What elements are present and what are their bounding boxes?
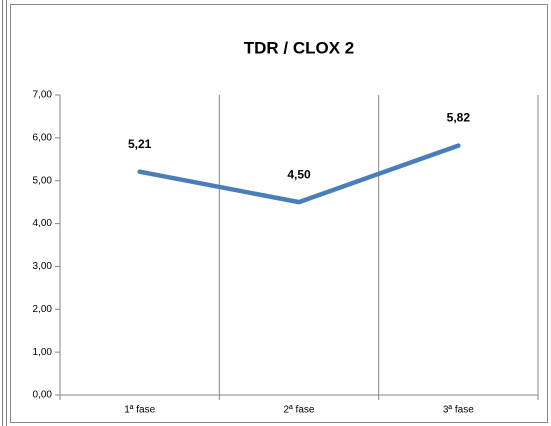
y-tick-label: 3,00 [33,261,53,272]
y-tick-label: 4,00 [33,218,53,229]
data-label: 4,50 [287,167,311,181]
y-tick-label: 7,00 [33,90,53,101]
line-series [137,143,461,205]
data-label: 5,21 [128,137,152,151]
x-tick-label: 2ª fase [284,405,315,416]
chart-title: TDR / CLOX 2 [244,38,355,57]
y-tick-label: 2,00 [33,304,53,315]
y-tick-label: 5,00 [33,175,53,186]
y-tick-label: 6,00 [33,132,53,143]
y-tick-label: 1,00 [33,347,53,358]
chart-border [10,4,548,423]
x-tick-label: 1ª fase [124,405,155,416]
x-tick-label: 3ª fase [443,405,474,416]
y-tick-label: 0,00 [33,390,53,401]
data-label: 5,82 [447,111,471,125]
